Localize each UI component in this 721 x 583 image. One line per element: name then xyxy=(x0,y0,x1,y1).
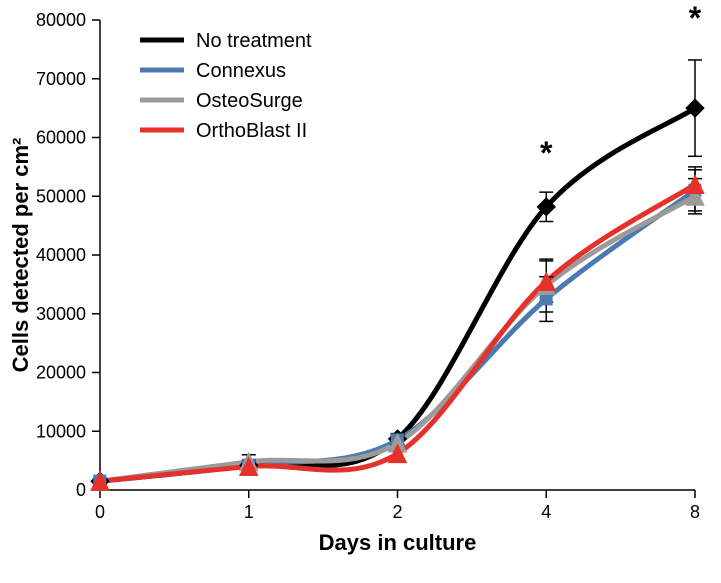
x-tick-label: 1 xyxy=(244,502,254,522)
legend-label: No treatment xyxy=(196,30,312,52)
y-tick-label: 80000 xyxy=(36,10,86,30)
annotation-star: * xyxy=(540,135,553,171)
y-tick-label: 20000 xyxy=(36,363,86,383)
chart-svg: 0 10000 20000 30000 40000 50000 60000 70000 8000… xyxy=(0,0,721,583)
chart-container: 0 10000 20000 30000 40000 50000 60000 70000 8000… xyxy=(0,0,721,583)
legend-label: OsteoSurge xyxy=(196,90,303,112)
x-tick-label: 4 xyxy=(541,502,551,522)
plot-bg xyxy=(0,0,721,583)
x-axis-label: Days in culture xyxy=(319,530,477,555)
x-tick-label: 8 xyxy=(690,502,700,522)
legend-swatch xyxy=(140,38,184,43)
y-tick-label: 70000 xyxy=(36,69,86,89)
x-tick-label: 2 xyxy=(392,502,402,522)
y-axis-label: Cells detected per cm² xyxy=(8,138,33,373)
legend-label: Connexus xyxy=(196,60,286,82)
y-tick-label: 30000 xyxy=(36,304,86,324)
legend-swatch xyxy=(140,98,184,103)
annotation-star: * xyxy=(689,0,702,36)
y-tick-label: 50000 xyxy=(36,186,86,206)
legend-label: OrthoBlast II xyxy=(196,120,307,142)
y-tick-label: 0 xyxy=(76,480,86,500)
y-tick-label: 60000 xyxy=(36,128,86,148)
y-tick-label: 40000 xyxy=(36,245,86,265)
legend-swatch xyxy=(140,68,184,73)
x-tick-label: 0 xyxy=(95,502,105,522)
y-tick-label: 10000 xyxy=(36,421,86,441)
legend-swatch xyxy=(140,128,184,133)
